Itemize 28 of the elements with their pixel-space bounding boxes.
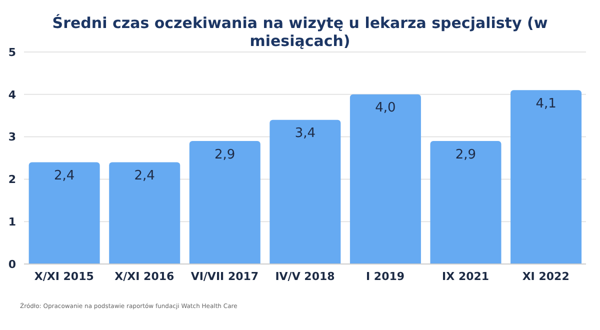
y-tick-label: 4 (8, 88, 16, 102)
x-tick-label: XI 2022 (522, 270, 570, 283)
bar (350, 94, 421, 264)
y-tick-label: 2 (8, 173, 16, 186)
y-tick-label: 1 (8, 216, 16, 229)
bar (28, 162, 100, 264)
data-label: 3,4 (294, 126, 316, 142)
y-tick-label: 0 (8, 258, 16, 271)
data-label: 2,4 (54, 168, 75, 184)
x-tick-label: IV/V 2018 (275, 270, 335, 283)
data-label: 4,0 (375, 100, 396, 116)
data-label: 2,4 (134, 168, 155, 184)
chart-title: Średni czas oczekiwania na wizytę u lekarza specjalisty (w miesiącach) (52, 14, 548, 50)
x-tick-label: X/XI 2015 (34, 270, 94, 283)
bar (430, 141, 502, 264)
data-label: 4,1 (536, 96, 556, 112)
x-tick-label: I 2019 (366, 270, 405, 283)
data-label: 2,9 (455, 147, 476, 162)
bar (109, 162, 180, 264)
bar (189, 141, 260, 264)
y-tick-label: 5 (8, 46, 16, 59)
x-tick-label: IX 2021 (442, 270, 490, 283)
data-label: 2,9 (214, 147, 236, 162)
y-tick-label: 3 (8, 130, 16, 144)
bar (510, 90, 582, 264)
x-tick-label: X/XI 2016 (114, 270, 175, 283)
x-tick-label: VI/VII 2017 (190, 270, 259, 283)
bar (270, 120, 341, 264)
